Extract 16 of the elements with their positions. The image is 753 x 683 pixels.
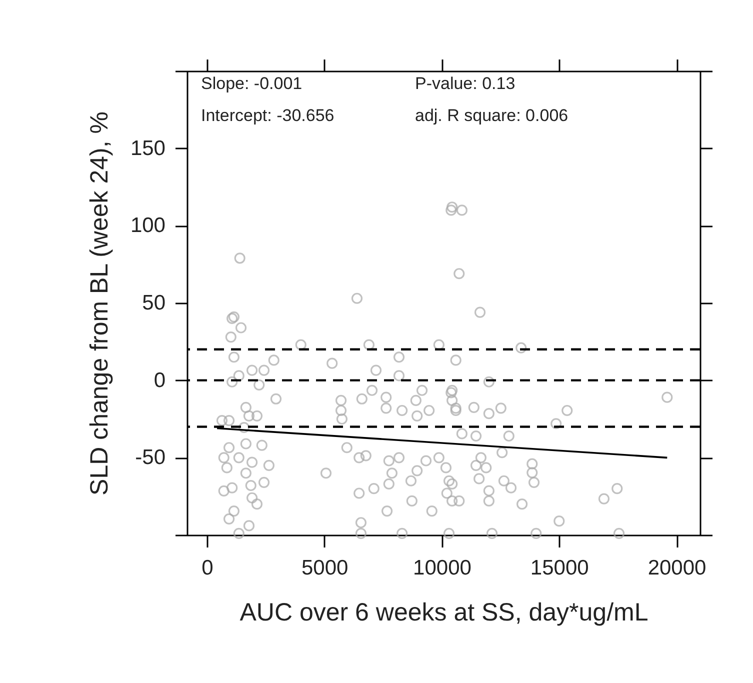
x-tick-label: 5000 (301, 556, 348, 580)
annotation: P-value: 0.13 (415, 74, 516, 93)
x-tick-label: 0 (202, 556, 214, 580)
x-tick-label: 10000 (413, 556, 472, 580)
y-axis-title: SLD change from BL (week 24), % (85, 112, 114, 496)
y-tick-label: -50 (135, 446, 166, 470)
x-tick-label: 15000 (530, 556, 589, 580)
y-tick-label: 150 (130, 136, 166, 160)
annotation: Intercept: -30.656 (201, 106, 334, 125)
y-tick-label: 100 (130, 214, 166, 238)
annotation: Slope: -0.001 (201, 74, 302, 93)
annotation: adj. R square: 0.006 (415, 106, 568, 125)
x-tick-label: 20000 (648, 556, 706, 580)
y-tick-label: 0 (154, 368, 166, 392)
y-tick-label: 50 (142, 292, 166, 314)
x-axis-title: AUC over 6 weeks at SS, day*ug/mL (240, 598, 648, 626)
